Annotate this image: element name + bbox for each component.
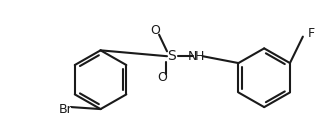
- Text: O: O: [157, 71, 167, 84]
- Text: H: H: [195, 50, 204, 63]
- Text: Br: Br: [59, 103, 73, 116]
- Text: S: S: [168, 49, 176, 63]
- Text: O: O: [150, 24, 160, 37]
- Text: N: N: [188, 50, 197, 63]
- Text: F: F: [308, 27, 315, 40]
